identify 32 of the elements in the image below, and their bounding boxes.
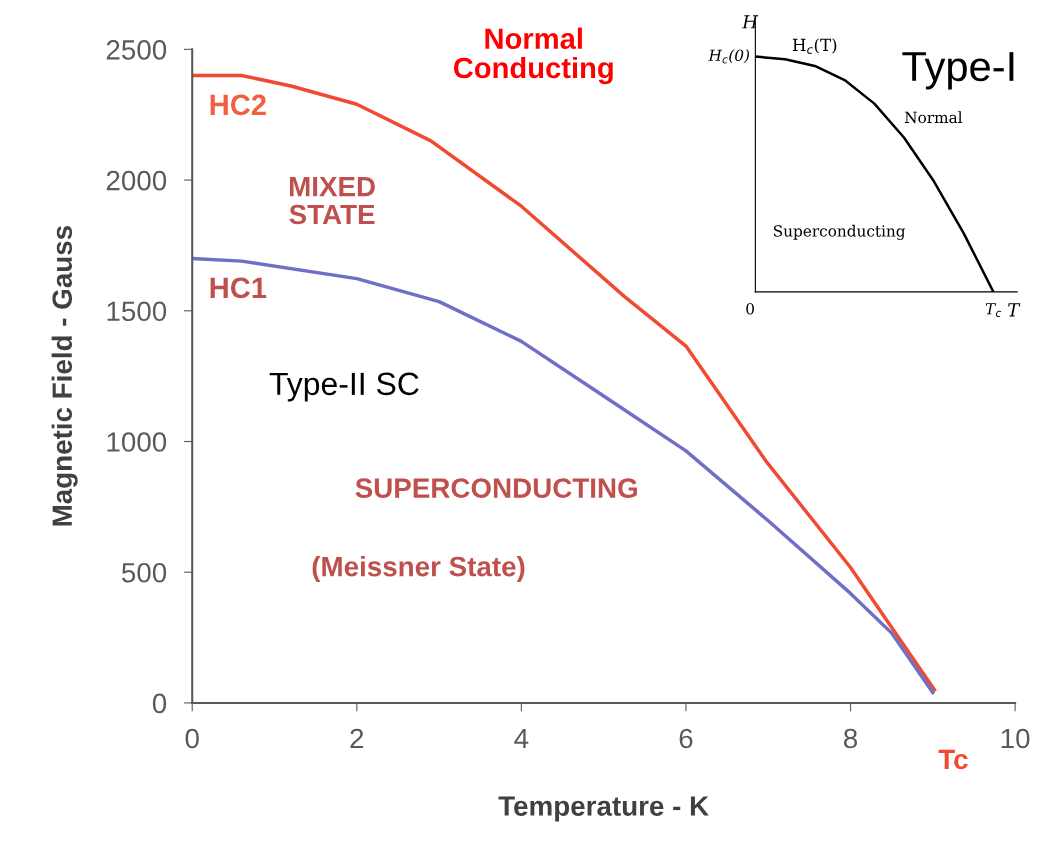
- x-tick-label: 4: [514, 728, 529, 749]
- annotation: Normal Conducting: [453, 27, 613, 85]
- x-axis-title: Temperature - K: [498, 796, 709, 822]
- line-series: [192, 256, 935, 695]
- annotation: (Meissner State): [312, 556, 525, 582]
- series-label: HC2: [210, 94, 266, 116]
- x-tick-label: 10: [1001, 728, 1030, 749]
- series-label: HC1: [210, 277, 267, 299]
- text: Tc: [938, 749, 968, 770]
- annotation: SUPERCONDUCTING: [355, 478, 637, 498]
- x-tick-label: 2: [350, 728, 364, 749]
- annotation: Type-II SC: [269, 372, 419, 402]
- x-axis-title: T: [1008, 303, 1021, 317]
- y-tick-label: 1500: [107, 301, 167, 322]
- y-tick-label: 2500: [106, 40, 167, 60]
- annotation: Superconducting: [774, 224, 906, 240]
- x-tick-label: 6: [679, 728, 693, 749]
- x-tick-label: 0: [185, 728, 199, 749]
- annotation: H$_{c}$(0): [708, 49, 750, 64]
- y-axis-title: H: [741, 15, 759, 29]
- annotation: 0: [746, 302, 754, 315]
- chart-title: Type-I: [902, 52, 1014, 90]
- x-tick-label: 8: [844, 728, 858, 749]
- y-tick-label: 0: [152, 693, 167, 714]
- annotation: Normal: [904, 111, 963, 124]
- annotation: MIXED STATE: [289, 177, 375, 225]
- series-label: H$_{c}$(T): [792, 38, 837, 54]
- y-tick-label: 2000: [106, 170, 167, 191]
- y-tick-label: 500: [121, 562, 167, 583]
- y-tick-label: 1000: [107, 432, 167, 452]
- y-axis-title: Magnetic Field - Gauss: [51, 226, 78, 526]
- annotation: T$_{c}$: [985, 303, 1002, 317]
